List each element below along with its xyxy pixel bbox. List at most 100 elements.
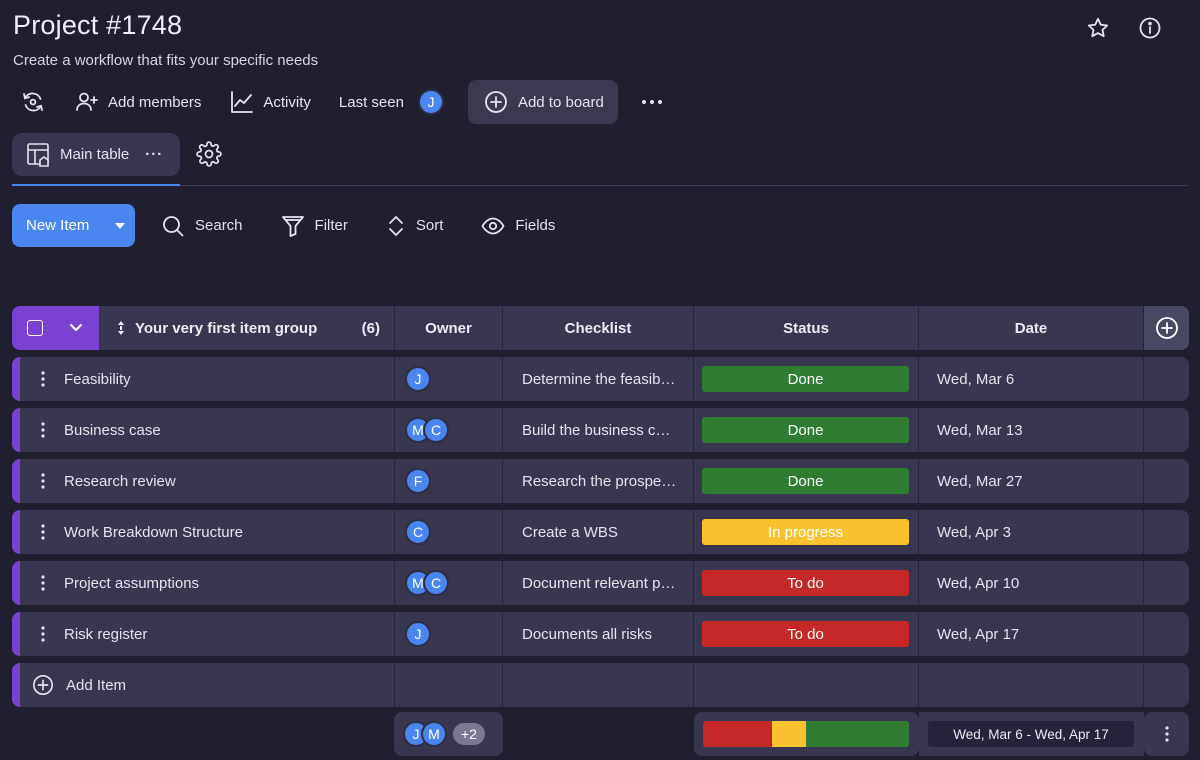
last-seen[interactable]: Last seen J: [331, 80, 452, 124]
add-to-board-label: Add to board: [518, 94, 604, 111]
item-name[interactable]: Project assumptions: [64, 575, 199, 592]
chevron-down-icon[interactable]: [69, 323, 83, 333]
avatar[interactable]: J: [418, 89, 444, 115]
item-name-cell[interactable]: Business case: [12, 408, 394, 452]
status-cell[interactable]: Done: [693, 357, 918, 401]
tab-main-table[interactable]: Main table ···: [12, 133, 180, 176]
add-members-button[interactable]: Add members: [66, 80, 221, 124]
status-badge[interactable]: Done: [702, 468, 909, 494]
column-header-status[interactable]: Status: [693, 306, 918, 350]
item-name-cell[interactable]: Risk register: [12, 612, 394, 656]
table-row[interactable]: Research review F Research the prospects…: [12, 459, 1189, 503]
item-name-cell[interactable]: Project assumptions: [12, 561, 394, 605]
status-badge[interactable]: Done: [702, 417, 909, 443]
view-divider: [12, 185, 1188, 186]
avatar[interactable]: C: [423, 570, 449, 596]
owner-cell[interactable]: F: [394, 459, 502, 503]
avatar[interactable]: M: [421, 721, 447, 747]
item-name[interactable]: Business case: [64, 422, 161, 439]
owner-cell[interactable]: J: [394, 612, 502, 656]
add-item-cell[interactable]: Add Item: [12, 663, 394, 707]
new-item-button[interactable]: New Item: [12, 204, 135, 247]
more-vertical-icon[interactable]: [38, 422, 48, 438]
empty-cell: [502, 663, 693, 707]
checklist-text: Documents all risks: [522, 626, 677, 643]
column-header-checklist[interactable]: Checklist: [502, 306, 693, 350]
search-button[interactable]: Search: [161, 214, 243, 238]
column-header-owner[interactable]: Owner: [394, 306, 502, 350]
filter-button[interactable]: Filter: [281, 214, 348, 238]
select-all-checkbox[interactable]: [27, 320, 43, 336]
info-icon[interactable]: [1136, 14, 1164, 42]
more-vertical-icon[interactable]: [38, 524, 48, 540]
status-cell[interactable]: Done: [693, 408, 918, 452]
status-cell[interactable]: In progress: [693, 510, 918, 554]
more-vertical-icon[interactable]: [38, 626, 48, 642]
add-item-row[interactable]: Add Item: [12, 663, 1189, 707]
checklist-cell[interactable]: Research the prospects: [502, 459, 693, 503]
item-name-cell[interactable]: Research review: [12, 459, 394, 503]
avatar[interactable]: J: [405, 366, 431, 392]
more-horizontal-icon: [640, 90, 664, 114]
date-cell[interactable]: Wed, Mar 27: [918, 459, 1143, 503]
more-owners-badge[interactable]: +2: [453, 723, 485, 745]
table-row[interactable]: Feasibility J Determine the feasibility …: [12, 357, 1189, 401]
table-row[interactable]: Risk register J Documents all risks To d…: [12, 612, 1189, 656]
sync-button[interactable]: [12, 80, 66, 124]
checklist-cell[interactable]: Determine the feasibility: [502, 357, 693, 401]
add-to-board-button[interactable]: Add to board: [468, 80, 618, 124]
date-cell[interactable]: Wed, Apr 17: [918, 612, 1143, 656]
fields-button[interactable]: Fields: [481, 214, 555, 238]
owner-cell[interactable]: C: [394, 510, 502, 554]
status-cell[interactable]: To do: [693, 612, 918, 656]
group-count: (6): [362, 320, 380, 337]
more-vertical-icon[interactable]: [38, 575, 48, 591]
avatar[interactable]: J: [405, 621, 431, 647]
summary-menu-button[interactable]: [1144, 712, 1189, 756]
date-cell[interactable]: Wed, Apr 3: [918, 510, 1143, 554]
status-summary-bar[interactable]: [703, 721, 909, 747]
checklist-cell[interactable]: Create a WBS: [502, 510, 693, 554]
more-vertical-icon[interactable]: [38, 371, 48, 387]
star-icon[interactable]: [1084, 14, 1112, 42]
group-name[interactable]: Your very first item group: [135, 320, 317, 337]
date-cell[interactable]: Wed, Mar 6: [918, 357, 1143, 401]
item-name[interactable]: Risk register: [64, 626, 147, 643]
avatar[interactable]: C: [423, 417, 449, 443]
owner-cell[interactable]: J: [394, 357, 502, 401]
tab-more-icon[interactable]: ···: [145, 146, 163, 163]
item-name[interactable]: Feasibility: [64, 371, 131, 388]
gear-icon[interactable]: [196, 141, 222, 167]
add-column-button[interactable]: [1143, 306, 1189, 350]
status-cell[interactable]: To do: [693, 561, 918, 605]
status-badge[interactable]: In progress: [702, 519, 909, 545]
status-cell[interactable]: Done: [693, 459, 918, 503]
date-cell[interactable]: Wed, Mar 13: [918, 408, 1143, 452]
checklist-cell[interactable]: Document relevant project assumptions: [502, 561, 693, 605]
sort-button[interactable]: Sort: [386, 214, 444, 238]
activity-button[interactable]: Activity: [221, 80, 331, 124]
item-name[interactable]: Research review: [64, 473, 176, 490]
more-vertical-icon[interactable]: [38, 473, 48, 489]
date-cell[interactable]: Wed, Apr 10: [918, 561, 1143, 605]
item-name[interactable]: Work Breakdown Structure: [64, 524, 243, 541]
chevron-down-icon[interactable]: [105, 204, 135, 247]
avatar[interactable]: F: [405, 468, 431, 494]
filter-icon: [281, 214, 305, 238]
table-row[interactable]: Work Breakdown Structure C Create a WBS …: [12, 510, 1189, 554]
checklist-cell[interactable]: Documents all risks: [502, 612, 693, 656]
column-header-date[interactable]: Date: [918, 306, 1143, 350]
more-options-button[interactable]: [632, 80, 672, 124]
checklist-cell[interactable]: Build the business case: [502, 408, 693, 452]
status-badge[interactable]: To do: [702, 570, 909, 596]
drag-sort-icon[interactable]: [117, 320, 125, 336]
item-name-cell[interactable]: Feasibility: [12, 357, 394, 401]
status-badge[interactable]: To do: [702, 621, 909, 647]
avatar[interactable]: C: [405, 519, 431, 545]
status-badge[interactable]: Done: [702, 366, 909, 392]
item-name-cell[interactable]: Work Breakdown Structure: [12, 510, 394, 554]
